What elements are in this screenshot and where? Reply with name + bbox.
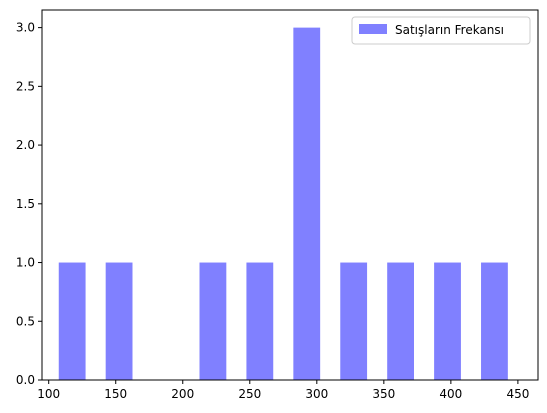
y-tick-label: 0.0	[16, 373, 35, 387]
x-tick-label: 150	[104, 387, 127, 401]
x-tick-label: 450	[506, 387, 529, 401]
bar-6	[387, 262, 414, 380]
x-tick-label: 350	[372, 387, 395, 401]
x-tick-label: 200	[171, 387, 194, 401]
bar-7	[434, 262, 461, 380]
bar-4	[293, 27, 321, 381]
bar-0	[58, 262, 86, 380]
y-axis: 0.0 0.5 1.0 1.5 2.0 2.5 3.0	[16, 21, 42, 387]
bar-8	[481, 262, 508, 380]
y-tick-label: 2.0	[16, 138, 35, 152]
bar-1	[105, 262, 133, 380]
x-tick-label: 400	[439, 387, 462, 401]
bars	[58, 27, 508, 381]
x-tick-label: 300	[305, 387, 328, 401]
y-tick-label: 1.5	[16, 197, 35, 211]
x-axis: 100 150 200 250 300 350 400 450	[37, 380, 529, 401]
y-tick-label: 0.5	[16, 314, 35, 328]
y-tick-label: 2.5	[16, 79, 35, 93]
y-tick-label: 1.0	[16, 256, 35, 270]
legend: Satışların Frekansı	[351, 16, 531, 45]
x-tick-label: 100	[37, 387, 60, 401]
bar-2	[199, 262, 227, 380]
legend-box	[351, 16, 531, 45]
legend-label: Satışların Frekansı	[395, 23, 504, 37]
legend-swatch	[359, 24, 387, 34]
bar-3	[246, 262, 274, 380]
plot-frame	[41, 9, 539, 381]
bar-5	[340, 262, 368, 380]
y-tick-label: 3.0	[16, 21, 35, 35]
x-tick-label: 250	[238, 387, 261, 401]
